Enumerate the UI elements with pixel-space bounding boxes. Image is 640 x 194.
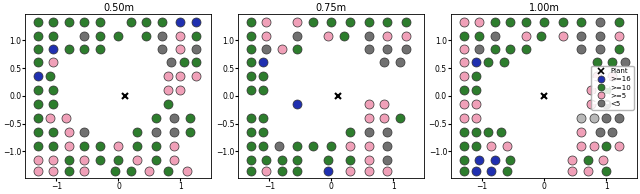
Legend: Plant, >=16, >=10, >=5, <5: Plant, >=16, >=10, >=5, <5 — [591, 66, 634, 110]
Title: 1.00m: 1.00m — [529, 3, 559, 13]
Title: 0.75m: 0.75m — [316, 3, 347, 13]
Title: 0.50m: 0.50m — [103, 3, 134, 13]
